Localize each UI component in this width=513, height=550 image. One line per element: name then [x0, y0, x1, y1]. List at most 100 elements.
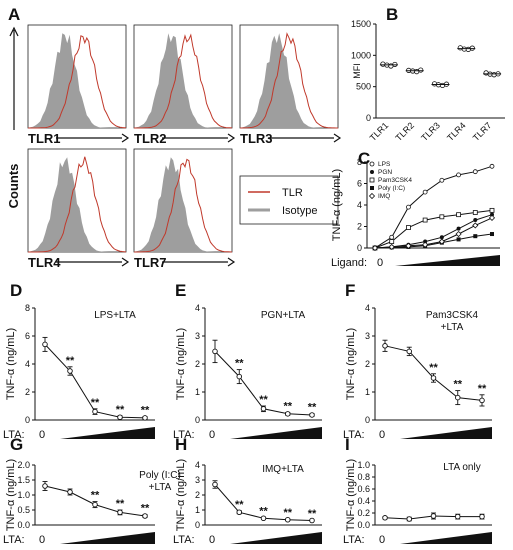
c-series-line — [374, 165, 493, 249]
panel-y-tick-label: 4 — [195, 303, 200, 313]
panel-title: PGN+LTA — [261, 310, 306, 321]
panel-x-label: LTA: — [343, 429, 365, 441]
panel-y-tick-label: 0 — [195, 415, 200, 425]
data-point — [309, 412, 315, 418]
panel-y-tick-label: 0.5 — [17, 505, 30, 515]
c-point — [490, 212, 494, 217]
counts-arrow-head — [9, 26, 19, 37]
c-point — [456, 237, 461, 242]
panel-letter-b: B — [386, 5, 398, 24]
significance-mark: ** — [283, 400, 292, 412]
b-y-tick-label: 1000 — [351, 50, 371, 60]
c-point — [389, 234, 395, 240]
panel-y-tick-label: 1 — [365, 387, 370, 397]
panel-y-tick-label: 4 — [25, 359, 30, 369]
panel-y-tick-label: 3 — [365, 331, 370, 341]
panel-x-label: LTA: — [3, 429, 25, 441]
histogram-legend-box — [239, 175, 339, 225]
panel-b-chart — [373, 23, 505, 119]
c-legend-label: LPS — [378, 161, 391, 168]
panel-letter-e: E — [175, 281, 186, 300]
panel-x-zero: 0 — [39, 429, 45, 441]
panel-y-tick-label: 1 — [195, 387, 200, 397]
isotype-histogram — [28, 157, 126, 252]
tlr-histogram — [134, 33, 233, 129]
panel-y-tick-label: 2 — [25, 387, 30, 397]
panel-x-zero: 0 — [379, 429, 385, 441]
panel-y-tick-label: 4 — [195, 460, 200, 470]
data-point — [212, 348, 218, 355]
legend-tlr-label: TLR — [282, 187, 303, 199]
panel-y-tick-label: 2 — [365, 359, 370, 369]
data-point — [406, 516, 413, 522]
c-series-line — [374, 233, 493, 249]
histogram-tlr4 — [27, 148, 130, 267]
line-panel-1 — [202, 307, 322, 439]
c-point — [489, 163, 495, 169]
panel-y-tick-label: 1.0 — [17, 490, 30, 500]
panel-title: LPS+LTA — [94, 310, 136, 321]
data-point — [142, 415, 148, 421]
c-point — [472, 210, 478, 215]
b-x-tick-label: TLR4 — [445, 120, 468, 143]
c-legend-label: PGN — [378, 169, 392, 176]
panel-title: Poly (I:C) — [139, 470, 181, 481]
b-y-tick-label: 1500 — [351, 19, 371, 29]
counts-label: Counts — [6, 164, 21, 209]
significance-mark: ** — [235, 358, 244, 370]
panel-x-label: LTA: — [173, 429, 195, 441]
panel-y-tick-label: 0 — [25, 415, 30, 425]
c-point — [490, 232, 494, 237]
c-x-label: Ligand: — [331, 257, 367, 269]
c-point — [456, 212, 461, 218]
axis-arrow-head — [333, 133, 342, 143]
c-point — [406, 204, 411, 210]
c-legend-marker — [370, 186, 374, 190]
c-legend-marker — [369, 177, 375, 183]
axis-arrow-head — [121, 257, 130, 267]
significance-mark: ** — [453, 379, 462, 391]
histogram-tlr1 — [27, 24, 130, 143]
panel-y-tick-label: 0.8 — [357, 472, 370, 482]
c-dose-wedge — [395, 255, 500, 266]
panel-y-tick-label: 2.0 — [17, 460, 30, 470]
line-panel-3 — [32, 464, 155, 544]
panel-y-tick-label: 0.0 — [357, 520, 370, 530]
histogram-label-tlr2: TLR2 — [134, 131, 167, 146]
c-y-tick-label: 8 — [357, 157, 362, 167]
significance-mark: ** — [429, 362, 438, 374]
dose-wedge — [230, 427, 322, 439]
histogram-label-tlr3: TLR3 — [240, 131, 273, 146]
c-legend-marker — [370, 170, 374, 174]
panel-title: Pam3CSK4 — [426, 310, 479, 321]
c-x-zero: 0 — [377, 257, 383, 269]
panel-y-tick-label: 3 — [195, 475, 200, 485]
panel-x-zero: 0 — [39, 534, 45, 546]
data-point — [92, 408, 98, 415]
c-point — [438, 238, 445, 245]
c-y-tick-label: 4 — [357, 200, 362, 210]
c-point — [371, 244, 379, 252]
c-point — [473, 234, 478, 239]
isotype-histogram — [134, 157, 232, 252]
panel-y-label: TNF-α (ng/mL) — [345, 459, 357, 531]
tlr-histogram — [28, 35, 127, 129]
c-legend-label: Pam3CSK4 — [378, 177, 412, 184]
data-point — [406, 348, 413, 355]
significance-mark: ** — [308, 402, 317, 414]
isotype-histogram — [28, 33, 126, 129]
legend-isotype-label: Isotype — [282, 205, 317, 217]
panel-y-tick-label: 0.6 — [357, 484, 370, 494]
b-x-tick-label: TLR1 — [368, 120, 391, 143]
c-point — [456, 226, 461, 231]
c-point — [488, 214, 496, 221]
panel-letter-a: A — [8, 5, 20, 24]
significance-mark: ** — [91, 490, 100, 502]
dose-wedge — [60, 532, 155, 544]
c-point — [439, 177, 445, 183]
tlr-histogram — [28, 156, 127, 253]
c-legend-label: IMQ — [378, 193, 390, 200]
dose-wedge — [400, 427, 492, 439]
panel-letter-h: H — [175, 435, 187, 454]
data-point — [455, 394, 461, 401]
